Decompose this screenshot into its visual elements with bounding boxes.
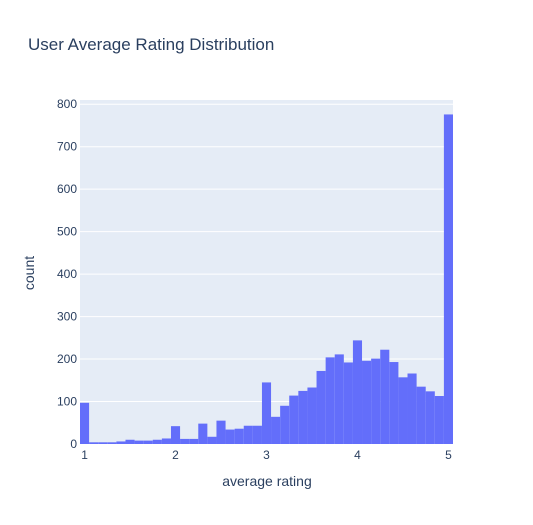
histogram-bar [80,402,90,444]
histogram-bar [189,438,199,444]
histogram-bar [261,382,272,444]
x-axis-title: average rating [222,473,312,489]
histogram-bar [271,416,281,444]
histogram-bar [307,387,317,444]
histogram-bar [252,425,262,444]
y-tick-label: 600 [57,182,77,196]
y-tick-labels: 0 100 200 300 400 500 600 700 800 [57,97,77,451]
histogram-bar [198,423,208,444]
histogram-bar [134,440,144,444]
histogram-bar [143,440,153,444]
y-tick-label: 700 [57,140,77,154]
x-tick-label: 4 [354,448,361,462]
x-tick-label: 2 [172,448,179,462]
histogram-bar [152,439,162,444]
histogram-bar [89,442,99,444]
histogram-bar [443,114,453,444]
bars [80,114,453,444]
y-tick-label: 800 [57,97,77,111]
histogram-bar [416,386,426,444]
histogram-bar [98,442,108,444]
x-tick-label: 3 [263,448,270,462]
y-tick-label: 400 [57,267,77,281]
x-tick-labels: 1 2 3 4 5 [81,448,452,462]
y-axis-title: count [21,256,37,290]
gridlines [80,103,453,403]
chart-title: User Average Rating Distribution [28,35,274,54]
histogram-bar [316,370,326,444]
histogram-bar [207,436,217,444]
y-tick-label: 100 [57,395,77,409]
histogram-bar [170,426,181,444]
histogram-bar [180,438,190,444]
histogram-bar [434,396,444,444]
y-tick-label: 0 [70,437,77,451]
histogram-bar [380,349,390,444]
histogram-bar [334,354,344,444]
histogram-bar [425,391,435,444]
histogram-bar [107,442,117,444]
histogram-bar [116,441,126,444]
y-tick-label: 300 [57,310,77,324]
histogram-bar [398,377,408,444]
histogram-bar [125,439,135,444]
histogram-bar [216,420,226,444]
histogram-bar [298,390,308,444]
histogram-bar [325,357,335,444]
histogram-bar [407,373,417,444]
histogram-bar [280,405,290,444]
histogram-bar [362,360,372,444]
histogram-bar [289,395,299,444]
y-tick-label: 500 [57,225,77,239]
x-tick-label: 1 [81,448,88,462]
histogram-bar [371,358,381,444]
histogram-bar [234,428,244,444]
histogram-bar [352,340,363,444]
y-tick-label: 200 [57,352,77,366]
x-tick-label: 5 [445,448,452,462]
histogram-bar [243,425,253,444]
histogram-bar [343,362,353,444]
histogram-bar [225,429,235,444]
histogram-bar [389,362,399,444]
histogram-bar [161,438,171,444]
